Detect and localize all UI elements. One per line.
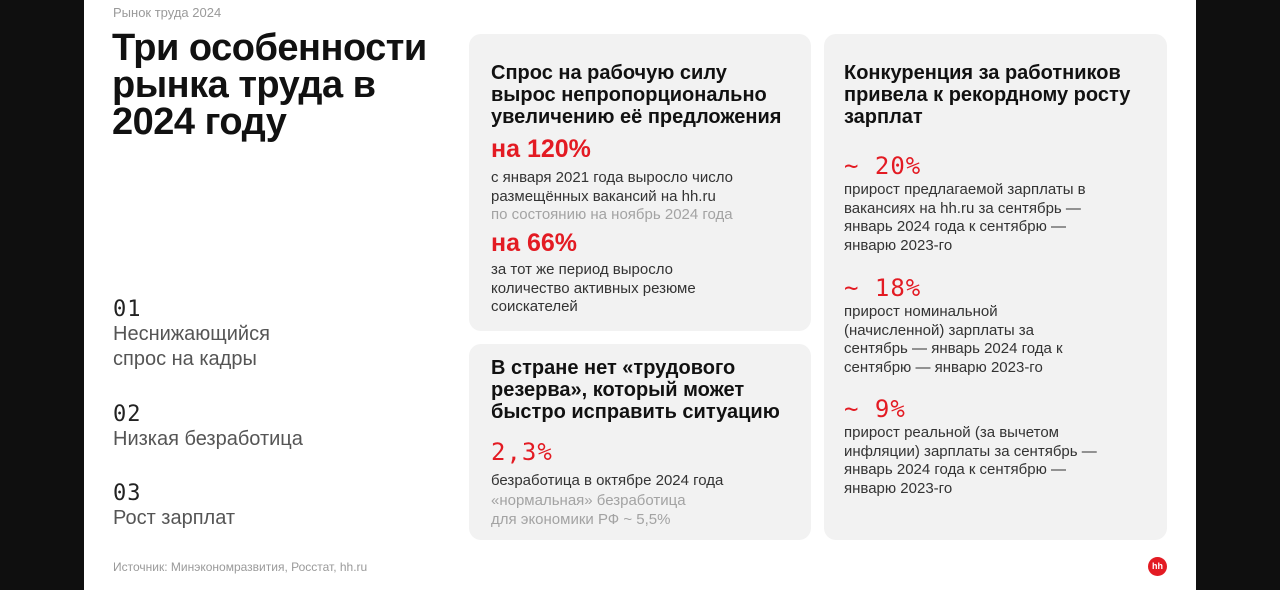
feature-number: 01 bbox=[113, 297, 142, 322]
stat-description: прирост предлагаемой зарплаты в вакансия… bbox=[844, 181, 1086, 254]
page-title: Три особенности рынка труда в 2024 году bbox=[112, 27, 427, 143]
stat-value: 2,3% bbox=[491, 438, 553, 466]
breadcrumb: Рынок труда 2024 bbox=[113, 5, 222, 20]
card-wage-competition: Конкуренция за работников привела к реко… bbox=[824, 34, 1167, 540]
stat-description: прирост реальной (за вычетом инфляции) з… bbox=[844, 424, 1097, 497]
feature-label: Рост зарплат bbox=[113, 507, 236, 529]
source-note: Источник: Минэкономразвития, Росстат, hh… bbox=[113, 560, 368, 574]
feature-label: Низкая безработица bbox=[113, 428, 303, 450]
feature-label: Неснижающийся спрос на кадры bbox=[113, 323, 270, 370]
stat-value: на 66% bbox=[491, 229, 577, 257]
card-heading: Конкуренция за работников привела к реко… bbox=[844, 62, 1131, 128]
stat-block: с января 2021 года выросло число размещё… bbox=[491, 169, 766, 225]
hh-logo: hh bbox=[1148, 557, 1167, 576]
stat-description: за тот же период выросло количество акти… bbox=[491, 261, 696, 315]
feature-item: 03 Рост зарплат bbox=[113, 482, 235, 531]
stat-value: ~ 9% bbox=[844, 395, 906, 423]
slide: Рынок труда 2024 Три особенности рынка т… bbox=[84, 0, 1196, 590]
feature-item: 01 Неснижающийся спрос на кадры bbox=[113, 298, 303, 372]
card-labor-reserve: В стране нет «трудового резерва», которы… bbox=[469, 344, 811, 540]
stat-description: прирост номинальной (начисленной) зарпла… bbox=[844, 303, 1063, 376]
stat-description: безработица в октябре 2024 года bbox=[491, 472, 724, 489]
feature-item: 02 Низкая безработица bbox=[113, 403, 303, 452]
card-heading: В стране нет «трудового резерва», которы… bbox=[491, 357, 780, 423]
stat-note: «нормальная» безработица для экономики Р… bbox=[491, 492, 686, 528]
card-labor-demand: Спрос на рабочую силу вырос непропорцион… bbox=[469, 34, 811, 331]
stat-value: на 120% bbox=[491, 135, 591, 163]
stat-value: ~ 20% bbox=[844, 152, 922, 180]
stat-note: по состоянию на ноябрь 2024 года bbox=[491, 206, 733, 223]
feature-number: 03 bbox=[113, 481, 142, 506]
card-heading: Спрос на рабочую силу вырос непропорцион… bbox=[491, 62, 782, 128]
feature-number: 02 bbox=[113, 402, 142, 427]
stat-description: с января 2021 года выросло число размещё… bbox=[491, 169, 733, 205]
stat-value: ~ 18% bbox=[844, 274, 922, 302]
